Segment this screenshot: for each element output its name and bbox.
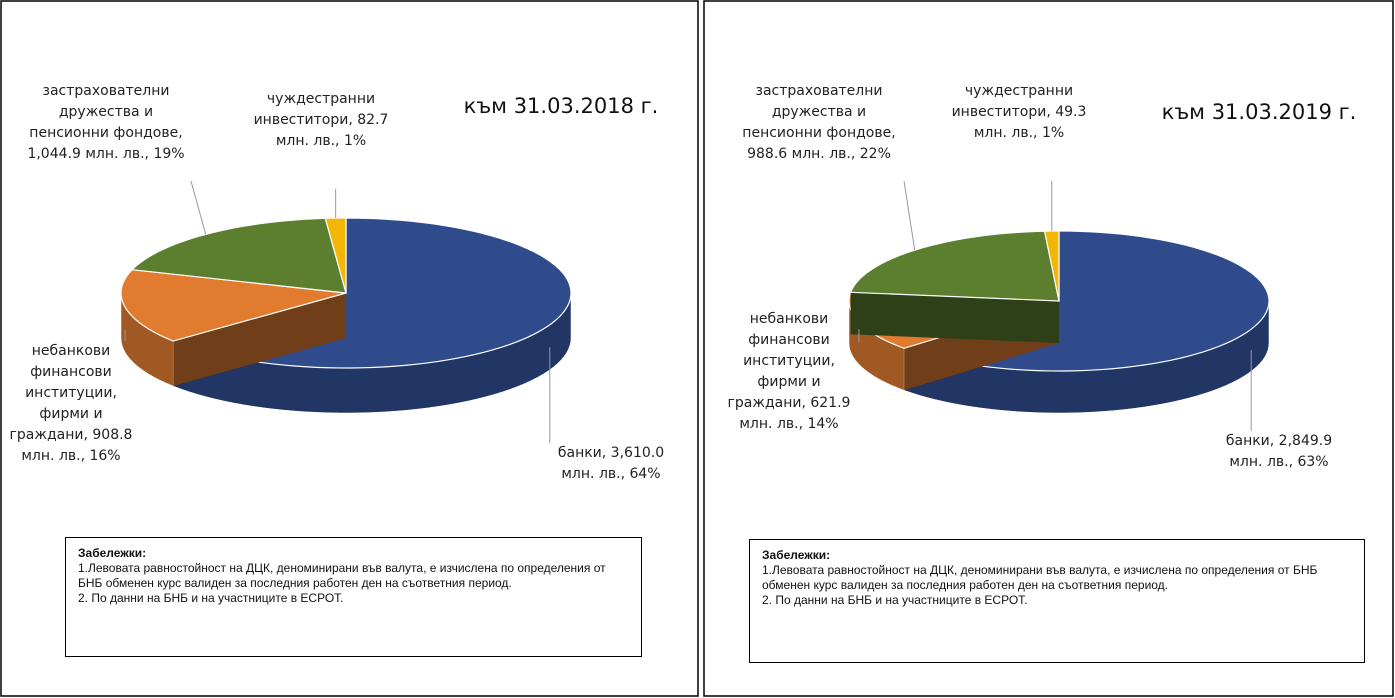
slice-top	[130, 217, 347, 294]
pie-slice	[849, 230, 1060, 343]
panel-border	[0, 0, 699, 697]
data-label-box: банки, 2,849.9 млн. лв., 63%	[1225, 433, 1333, 470]
notes: Забележки: 1.Левовата равностойност на ДЦ…	[749, 539, 1365, 663]
notes-box: Забележки:1.Левовата равностойност на ДЦ…	[65, 537, 642, 657]
data-label-box: застрахователни дружества и пенсионни фо…	[742, 83, 896, 162]
notes: Забележки: 1.Левовата равностойност на ДЦ…	[65, 537, 642, 657]
chart-title: към 31.03.2019 г.	[1162, 100, 1357, 124]
slice-face	[850, 292, 1059, 343]
data-label: банки, 2,849.9 млн. лв., 63%	[1225, 433, 1333, 470]
data-label-box: чуждестранни инвеститори, 49.3 млн. лв.,…	[951, 83, 1087, 141]
slice-top	[120, 269, 347, 342]
leader-line	[903, 180, 916, 251]
data-label: чуждестранни инвеститори, 49.3 млн. лв.,…	[951, 83, 1087, 141]
notes-item: 2. По данни на БНБ и на участниците в ЕС…	[762, 593, 1028, 607]
data-label-box: застрахователни дружества и пенсионни фо…	[27, 83, 185, 162]
notes-title: Забележки:	[78, 546, 147, 560]
leader-line	[190, 180, 207, 235]
pie-slice	[130, 217, 347, 294]
pie-slice	[120, 269, 347, 387]
data-label: застрахователни дружества и пенсионни фо…	[742, 83, 896, 162]
data-label: чуждестранни инвеститори, 82.7 млн. лв.,…	[253, 91, 389, 149]
notes-item: 2. По данни на БНБ и на участниците в ЕС…	[78, 591, 344, 605]
data-label: небанкови финансови институции, фирми и …	[727, 311, 851, 432]
data-label: застрахователни дружества и пенсионни фо…	[27, 83, 185, 162]
chart-panel: банки, 3,610.0 млн. лв., 64% небанкови фи…	[0, 0, 699, 697]
data-label-box: небанкови финансови институции, фирми и …	[9, 343, 133, 464]
notes-title: Забележки:	[762, 548, 831, 562]
data-label: банки, 3,610.0 млн. лв., 64%	[557, 445, 665, 482]
data-label: небанкови финансови институции, фирми и …	[9, 343, 133, 464]
chart-title: към 31.03.2018 г.	[464, 94, 659, 118]
notes-item: 1.Левовата равностойност на ДЦК, деномин…	[78, 561, 606, 590]
data-label-box: банки, 3,610.0 млн. лв., 64%	[557, 445, 665, 482]
chart-panel: банки, 2,849.9 млн. лв., 63% небанкови фи…	[703, 0, 1394, 697]
slice-top	[849, 230, 1060, 302]
data-label-box: небанкови финансови институции, фирми и …	[727, 311, 851, 432]
notes-box: Забележки:1.Левовата равностойност на ДЦ…	[749, 539, 1365, 663]
panel-border	[703, 0, 1394, 697]
slice-face	[173, 293, 346, 387]
data-label-box: чуждестранни инвеститори, 82.7 млн. лв.,…	[253, 91, 389, 149]
notes-item: 1.Левовата равностойност на ДЦК, деномин…	[762, 563, 1318, 592]
